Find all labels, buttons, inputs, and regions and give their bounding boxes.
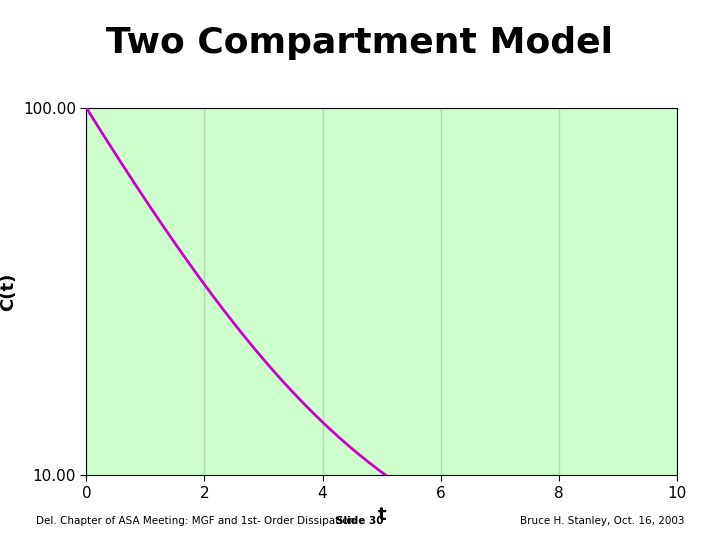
Text: Del. Chapter of ASA Meeting: MGF and 1st- Order Dissipation: Del. Chapter of ASA Meeting: MGF and 1st…	[36, 516, 355, 526]
Text: Two Compartment Model: Two Compartment Model	[107, 26, 613, 60]
X-axis label: t: t	[377, 506, 386, 524]
Text: Bruce H. Stanley, Oct. 16, 2003: Bruce H. Stanley, Oct. 16, 2003	[520, 516, 684, 526]
Y-axis label: C(t): C(t)	[0, 272, 17, 311]
Text: Slide 30: Slide 30	[336, 516, 384, 526]
